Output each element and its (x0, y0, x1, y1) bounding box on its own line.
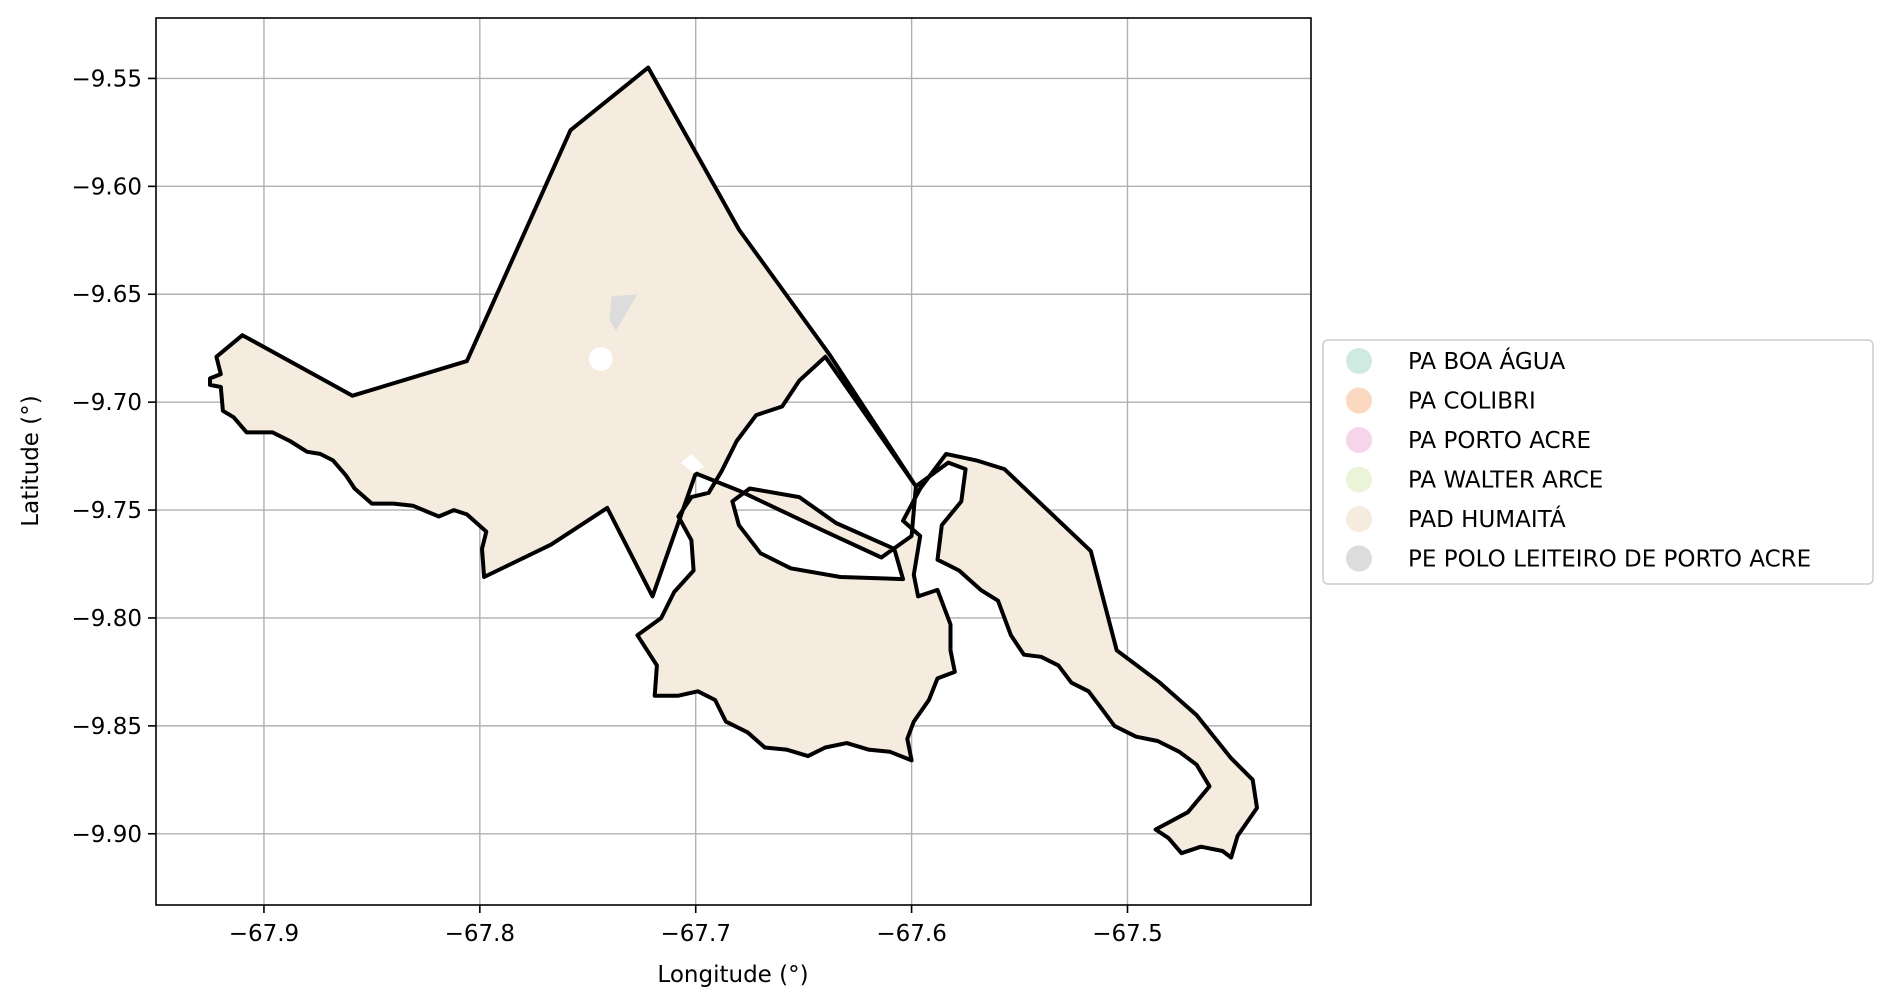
x-axis-ticks: −67.9 −67.8 −67.7 −67.6 −67.5 (229, 905, 1163, 947)
legend-marker (1346, 348, 1372, 374)
legend: PA BOA ÁGUA PA COLIBRI PA PORTO ACRE PA WAL… (1323, 340, 1873, 584)
y-tick-label: −9.75 (72, 498, 142, 524)
y-tick-label: −9.65 (72, 282, 142, 308)
legend-marker (1346, 506, 1372, 532)
y-tick-label: −9.80 (72, 606, 142, 632)
legend-label: PAD HUMAITÁ (1408, 505, 1566, 533)
y-tick-label: −9.60 (72, 174, 142, 200)
legend-label: PA COLIBRI (1408, 389, 1536, 415)
y-tick-label: −9.70 (72, 390, 142, 416)
y-tick-label: −9.85 (72, 714, 142, 740)
y-axis-label: Latitude (°) (18, 395, 44, 526)
x-tick-label: −67.7 (660, 921, 730, 947)
white-patch (589, 347, 613, 371)
legend-label: PE POLO LEITEIRO DE PORTO ACRE (1408, 547, 1811, 573)
legend-marker (1346, 546, 1372, 572)
legend-marker (1346, 467, 1372, 493)
plot-background (156, 18, 1311, 905)
legend-marker (1346, 388, 1372, 414)
x-tick-label: −67.5 (1092, 921, 1162, 947)
x-tick-label: −67.9 (229, 921, 299, 947)
legend-label: PA BOA ÁGUA (1408, 347, 1566, 375)
x-axis-label: Longitude (°) (657, 962, 808, 988)
y-axis-ticks: −9.55 −9.60 −9.65 −9.70 −9.75 −9.80 −9.85 −9.90 (72, 66, 156, 847)
legend-label: PA WALTER ARCE (1408, 468, 1603, 494)
x-tick-label: −67.8 (445, 921, 515, 947)
y-tick-label: −9.90 (72, 822, 142, 848)
x-tick-label: −67.6 (876, 921, 946, 947)
y-tick-label: −9.55 (72, 66, 142, 92)
legend-marker (1346, 427, 1372, 453)
legend-label: PA PORTO ACRE (1408, 428, 1591, 454)
